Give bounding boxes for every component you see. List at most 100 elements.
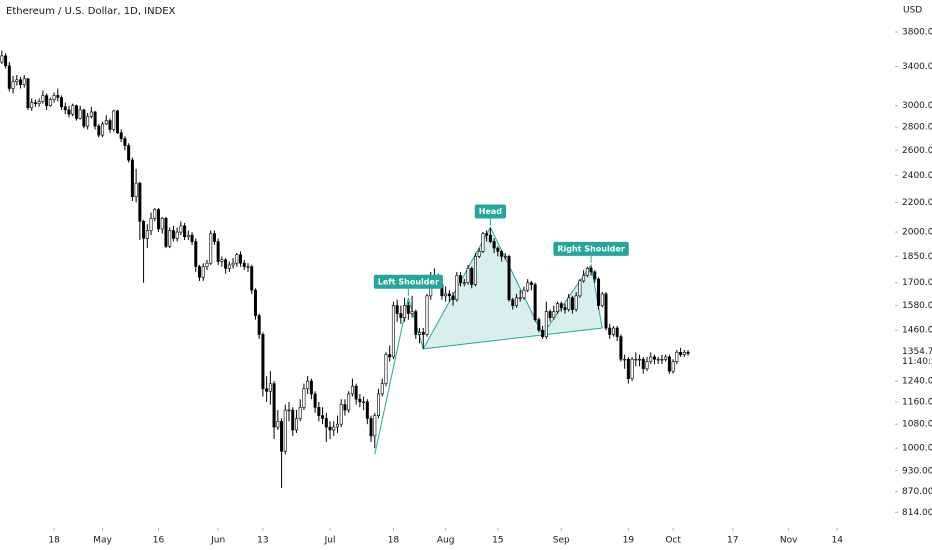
candle-body — [671, 361, 675, 372]
candle-body — [294, 418, 298, 431]
candle-body — [82, 109, 86, 127]
candle-body — [477, 251, 481, 257]
candle-body — [529, 282, 533, 285]
candle-body — [201, 266, 205, 278]
candle-body — [552, 311, 556, 318]
candle-body — [511, 299, 515, 306]
candle-body — [179, 225, 183, 233]
x-tick-label: Sep — [553, 536, 570, 546]
candle-body — [675, 351, 679, 362]
candle-body — [548, 311, 552, 318]
candle-body — [22, 78, 26, 85]
candle-body — [89, 111, 93, 117]
candle-body — [216, 241, 220, 262]
candle-body — [388, 354, 392, 358]
candle-body — [52, 95, 56, 100]
candle-body — [455, 275, 459, 300]
candle-body — [74, 105, 78, 119]
candle-body — [526, 282, 530, 291]
candle-body — [48, 99, 52, 106]
candle-body — [119, 132, 123, 139]
candle-body — [127, 145, 131, 161]
candle-body — [608, 327, 612, 335]
candle-body — [186, 234, 190, 238]
candle-body — [253, 289, 257, 316]
y-tick-label: 2600.00 — [902, 146, 932, 156]
annotation-label: Head — [479, 207, 503, 216]
candle-body — [682, 351, 686, 355]
candle-body — [462, 282, 466, 284]
candle-body — [302, 388, 306, 408]
candle-body — [451, 295, 455, 300]
candle-body — [101, 123, 105, 136]
countdown: 11:40:29 — [902, 357, 932, 367]
last-price-box — [895, 345, 932, 368]
candle-body — [626, 358, 630, 379]
candle-body — [354, 385, 358, 400]
candle-body — [421, 332, 425, 335]
candle-body — [559, 303, 563, 308]
candle-body — [45, 95, 49, 106]
candle-body — [153, 209, 157, 219]
candle-body — [679, 351, 683, 355]
candle-body — [660, 358, 664, 361]
candle-body — [533, 284, 537, 320]
candle-body — [403, 305, 407, 318]
candle-body — [26, 78, 30, 109]
candle-body — [33, 102, 37, 104]
candle-body — [470, 268, 474, 285]
currency: USD — [903, 6, 922, 16]
candle-body — [19, 79, 23, 85]
y-tick-label: 814.00 — [902, 508, 932, 518]
candle-body — [418, 332, 422, 335]
candle-body — [268, 383, 272, 392]
y-tick-label: 1850.00 — [902, 252, 932, 262]
candle-body — [399, 313, 403, 318]
neckline — [423, 327, 603, 350]
candle-body — [272, 383, 276, 428]
y-tick-label: 2400.00 — [902, 171, 932, 181]
candle-body — [287, 409, 291, 412]
candle-body — [634, 358, 638, 361]
grid: 814.00 870.00 930.00 1000.00 1080.00 1160.00 1… — [48, 28, 932, 546]
candle-body — [160, 218, 164, 230]
candle-body — [686, 351, 690, 354]
candle-body — [350, 385, 354, 395]
candle-body — [425, 295, 429, 335]
candle-body — [235, 254, 239, 264]
candle-body — [149, 218, 153, 231]
candle-body — [343, 404, 347, 411]
candle-body — [481, 233, 485, 252]
candle-body — [597, 278, 601, 306]
y-tick-label: 1080.00 — [902, 420, 932, 430]
candle-body — [112, 110, 116, 130]
candle-body — [265, 388, 269, 392]
candle-body — [362, 401, 366, 403]
candle-body — [414, 311, 418, 335]
candle-body — [239, 254, 243, 264]
candle-body — [395, 305, 399, 314]
y-tick-label: 1460.00 — [902, 326, 932, 336]
y-tick-label: 1700.00 — [902, 278, 932, 288]
candle-body — [589, 268, 593, 273]
candle-body — [7, 65, 11, 89]
y-tick-label: 2200.00 — [902, 198, 932, 208]
x-tick-label: 17 — [727, 536, 738, 546]
candle-body — [328, 426, 332, 431]
candle-body — [71, 105, 75, 115]
candle-body — [212, 233, 216, 242]
y-tick-label: 2000.00 — [902, 228, 932, 238]
candle-body — [656, 358, 660, 361]
candle-body — [604, 293, 608, 329]
annotation-label: Right Shoulder — [557, 244, 624, 253]
candle-body — [41, 95, 45, 102]
candle-body — [641, 358, 645, 370]
candle-body — [496, 247, 500, 252]
candle-body — [194, 241, 198, 267]
candle-body — [623, 358, 627, 361]
candle-body — [488, 234, 492, 242]
candle-body — [145, 230, 149, 239]
candle-body — [459, 275, 463, 284]
